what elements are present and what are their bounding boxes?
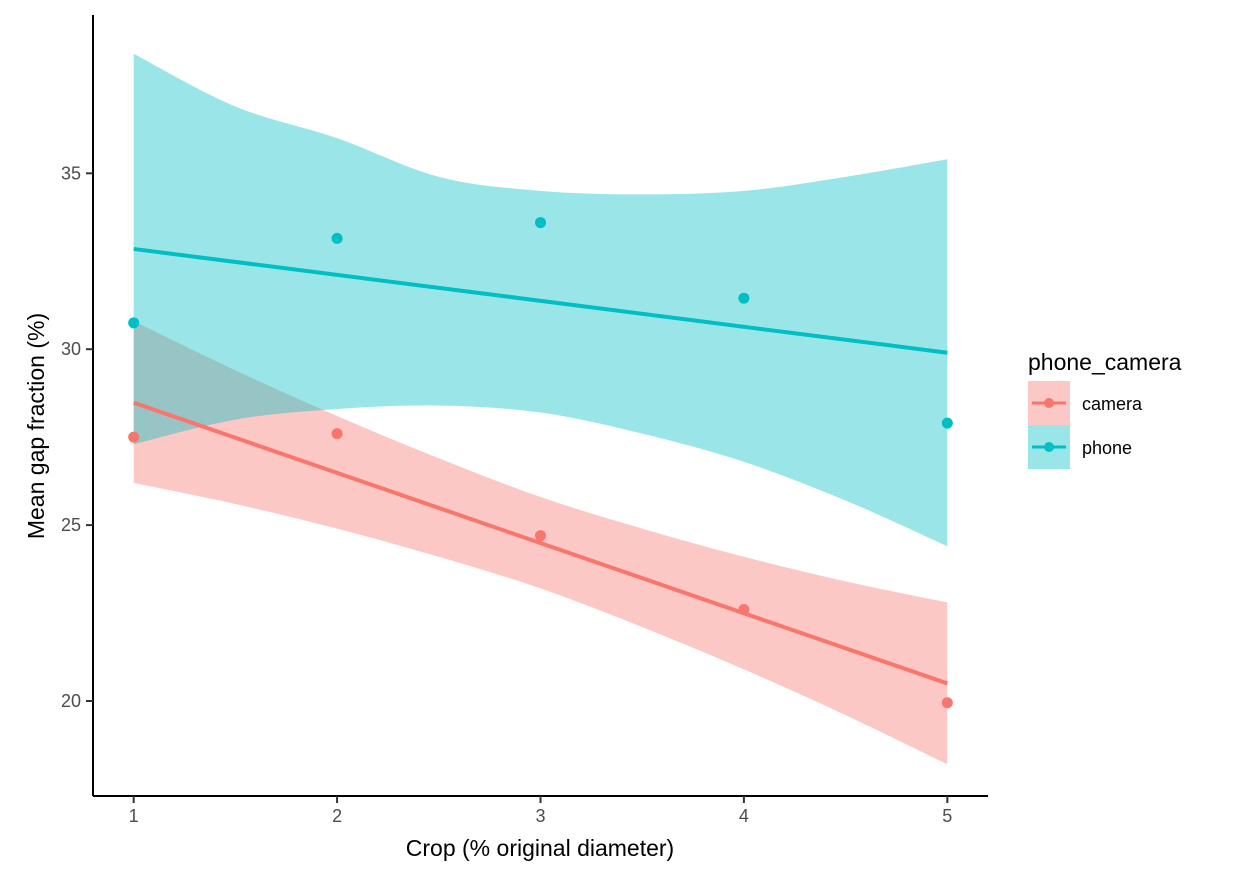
y-tick-label-25: 25 bbox=[61, 515, 81, 535]
y-tick-label-35: 35 bbox=[61, 163, 81, 183]
point-camera-4 bbox=[738, 604, 750, 616]
point-phone-1 bbox=[128, 317, 140, 329]
legend-item-camera: camera bbox=[1028, 381, 1143, 425]
y-axis-title: Mean gap fraction (%) bbox=[23, 313, 49, 539]
fit-lines bbox=[133, 246, 948, 686]
point-camera-1 bbox=[128, 431, 140, 443]
x-tick-label-4: 4 bbox=[739, 806, 749, 826]
x-tick-label-5: 5 bbox=[942, 806, 952, 826]
point-camera-2 bbox=[331, 428, 343, 440]
point-phone-2 bbox=[331, 232, 343, 244]
legend-key-camera-point bbox=[1044, 398, 1054, 408]
fit-line-phone bbox=[133, 246, 948, 355]
legend-label-camera: camera bbox=[1082, 394, 1143, 414]
legend-key-phone-point bbox=[1044, 442, 1054, 452]
confidence-bands bbox=[133, 53, 948, 765]
data-points bbox=[128, 217, 953, 709]
point-phone-4 bbox=[738, 292, 750, 304]
point-phone-3 bbox=[535, 217, 546, 229]
x-tick-label-3: 3 bbox=[535, 806, 545, 826]
point-camera-3 bbox=[535, 530, 546, 542]
legend-label-phone: phone bbox=[1082, 438, 1132, 458]
legend: phone_camera camera phone bbox=[1028, 349, 1182, 469]
legend-item-phone: phone bbox=[1028, 425, 1132, 469]
y-tick-label-30: 30 bbox=[61, 339, 81, 359]
x-tick-label-2: 2 bbox=[332, 806, 342, 826]
axes: 1 2 3 4 5 20 25 30 35 bbox=[61, 15, 988, 826]
point-camera-5 bbox=[941, 697, 953, 709]
x-tick-label-1: 1 bbox=[129, 806, 139, 826]
point-phone-5 bbox=[941, 417, 953, 429]
x-axis-title: Crop (% original diameter) bbox=[406, 835, 674, 861]
fit-line-camera bbox=[133, 400, 948, 686]
y-tick-label-20: 20 bbox=[61, 691, 81, 711]
legend-title: phone_camera bbox=[1028, 349, 1182, 375]
